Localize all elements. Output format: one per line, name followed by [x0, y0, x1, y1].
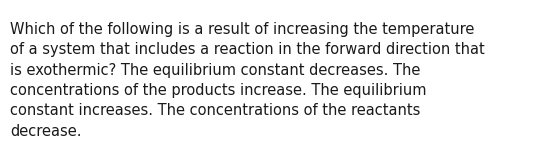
Text: Which of the following is a result of increasing the temperature
of a system tha: Which of the following is a result of in… — [10, 22, 485, 139]
